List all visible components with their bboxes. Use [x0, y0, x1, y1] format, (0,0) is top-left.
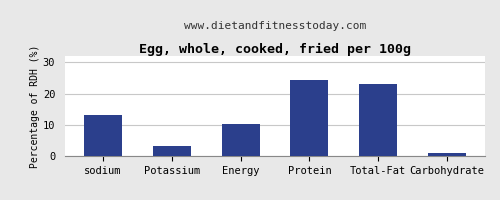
Bar	[84, 115, 122, 156]
Bar	[153, 146, 190, 156]
Y-axis label: Percentage of RDH (%): Percentage of RDH (%)	[30, 44, 40, 168]
Bar	[222, 124, 260, 156]
Bar	[428, 153, 466, 156]
Title: Egg, whole, cooked, fried per 100g: Egg, whole, cooked, fried per 100g	[139, 43, 411, 56]
Bar	[290, 80, 329, 156]
Text: www.dietandfitnesstoday.com: www.dietandfitnesstoday.com	[184, 21, 366, 31]
Bar	[360, 84, 397, 156]
